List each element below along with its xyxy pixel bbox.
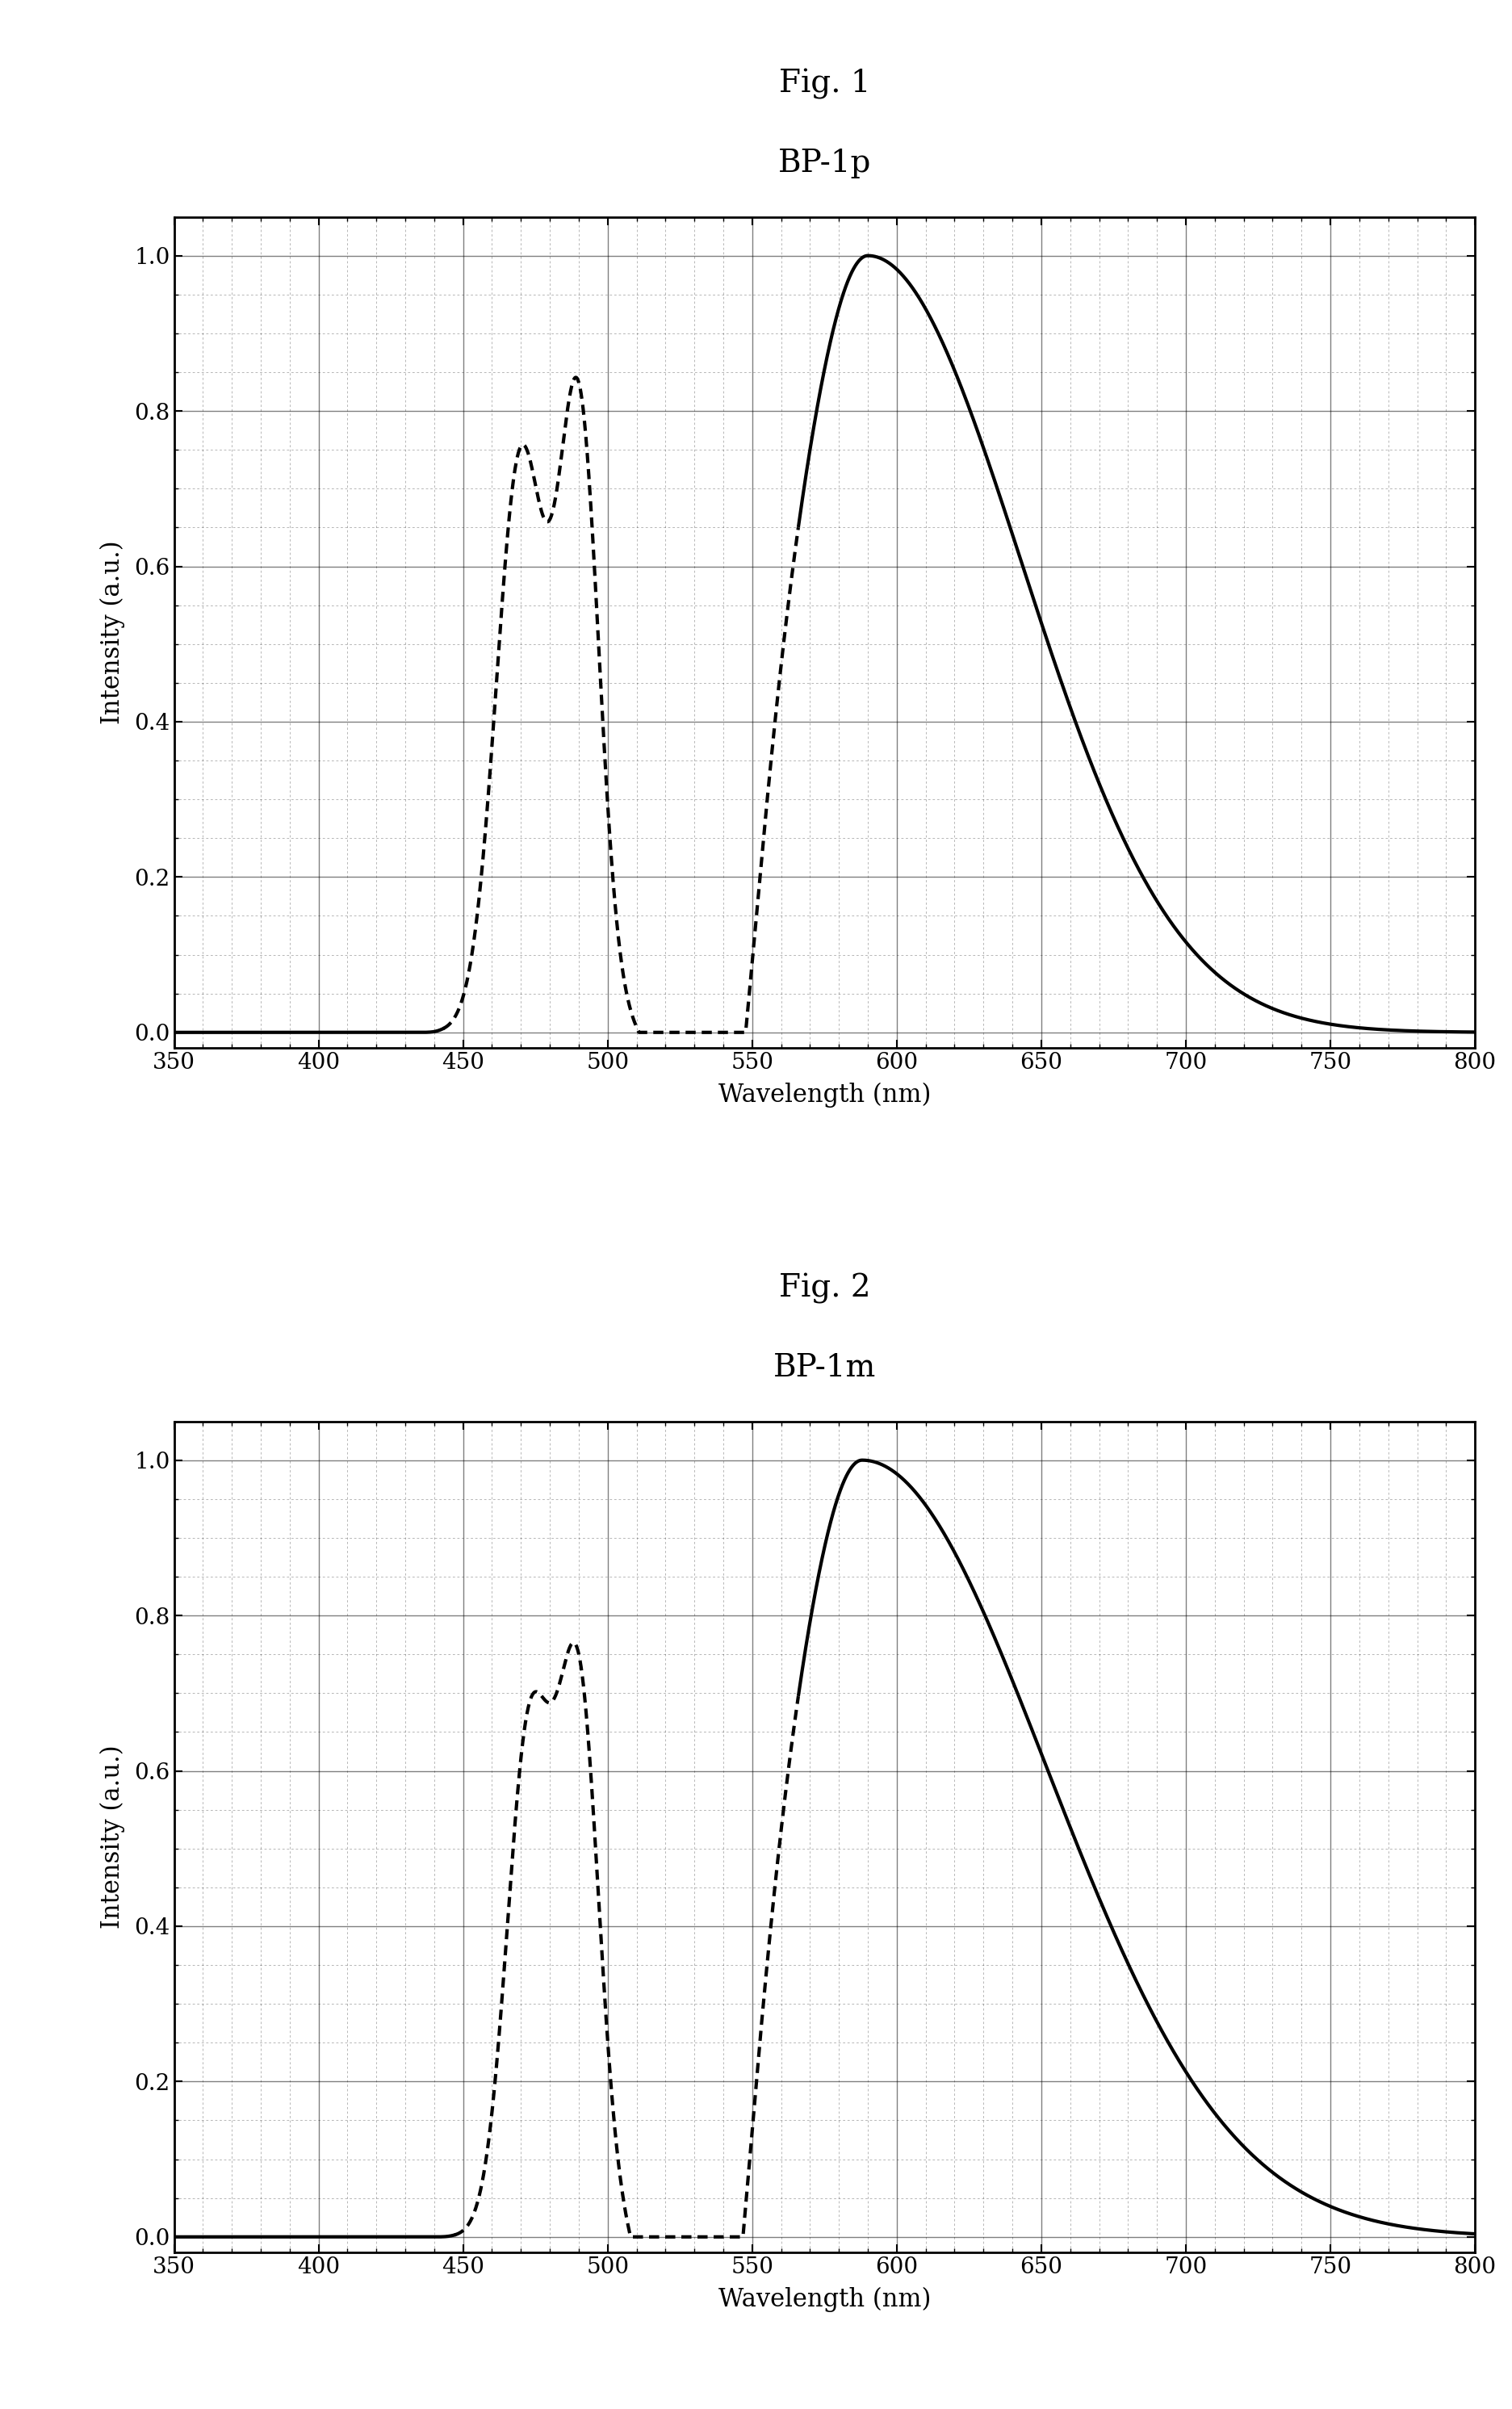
Y-axis label: Intensity (a.u.): Intensity (a.u.) [100, 1744, 125, 1930]
X-axis label: Wavelength (nm): Wavelength (nm) [718, 2286, 930, 2313]
X-axis label: Wavelength (nm): Wavelength (nm) [718, 1082, 930, 1108]
Text: Fig. 1: Fig. 1 [779, 70, 869, 99]
Y-axis label: Intensity (a.u.): Intensity (a.u.) [100, 540, 125, 725]
Text: BP-1p: BP-1p [777, 149, 871, 178]
Text: BP-1m: BP-1m [773, 1354, 875, 1383]
Text: Fig. 2: Fig. 2 [779, 1274, 869, 1303]
